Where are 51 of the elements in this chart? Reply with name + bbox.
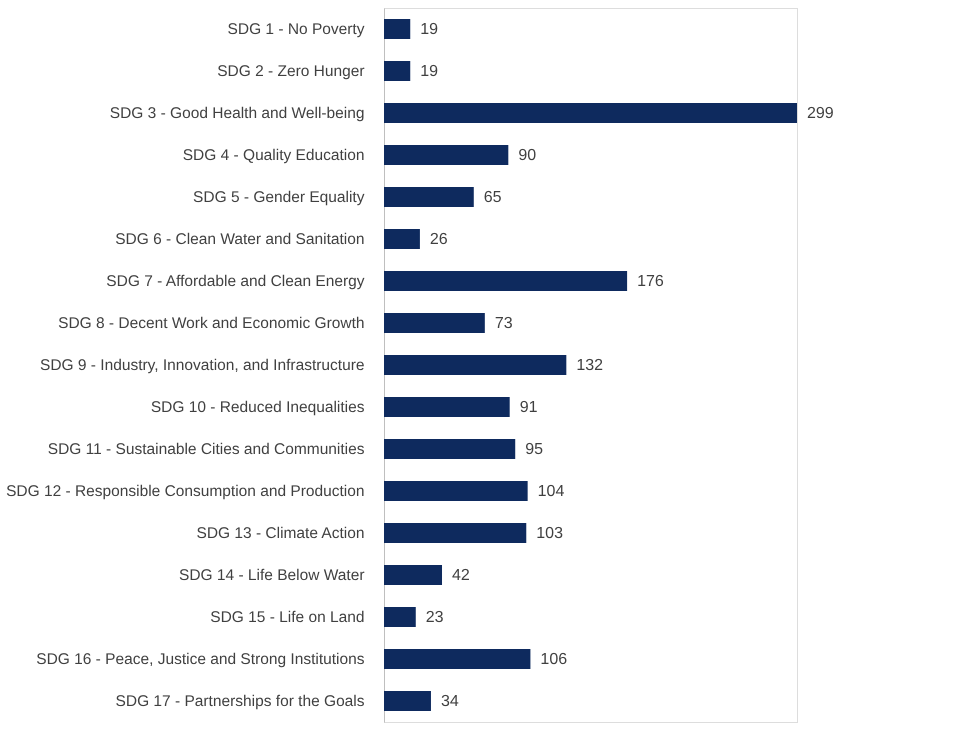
y-tick-label: SDG 9 - Industry, Innovation, and Infrastructure	[40, 357, 364, 374]
bar	[384, 313, 485, 333]
data-label: 90	[518, 147, 536, 164]
bar	[384, 691, 431, 711]
data-label: 132	[576, 357, 604, 374]
y-tick-label: SDG 3 - Good Health and Well-being	[110, 105, 364, 122]
bar	[384, 481, 528, 501]
bar	[384, 187, 474, 207]
data-label: 34	[440, 693, 459, 710]
bar	[384, 271, 628, 291]
data-label: 26	[430, 231, 448, 248]
bar	[384, 607, 416, 627]
bar	[384, 565, 442, 585]
bar	[384, 397, 510, 417]
data-label: 19	[420, 21, 438, 38]
bar	[384, 523, 526, 543]
data-label: 106	[540, 651, 568, 668]
bar	[384, 649, 530, 669]
bar	[384, 103, 797, 123]
bar	[384, 355, 566, 375]
data-label: 95	[525, 441, 544, 458]
data-label: 104	[538, 483, 564, 500]
data-label: 103	[536, 525, 564, 542]
y-tick-label: SDG 4 - Quality Education	[182, 147, 364, 164]
y-tick-label: SDG 11 - Sustainable Cities and Communities	[48, 441, 365, 458]
y-tick-label: SDG 6 - Clean Water and Sanitation	[115, 231, 364, 248]
bar	[384, 229, 420, 249]
y-tick-label: SDG 7 - Affordable and Clean Energy	[106, 273, 365, 290]
data-label: 73	[494, 315, 513, 332]
y-tick-label: SDG 10 - Reduced Inequalities	[150, 399, 365, 416]
bar	[384, 61, 410, 81]
bar	[384, 19, 410, 39]
data-label: 42	[452, 567, 470, 584]
y-tick-label: SDG 13 - Climate Action	[196, 525, 364, 542]
y-tick-label: SDG 5 - Gender Equality	[193, 189, 365, 206]
y-tick-label: SDG 12 - Responsible Consumption and Production	[6, 483, 364, 500]
y-tick-label: SDG 16 - Peace, Justice and Strong Institutions	[36, 651, 365, 668]
data-label: 65	[484, 189, 502, 206]
bar	[384, 145, 508, 165]
data-label: 19	[420, 63, 438, 80]
data-label: 91	[520, 399, 538, 416]
data-label: 176	[637, 273, 664, 290]
y-tick-label: SDG 15 - Life on Land	[210, 609, 364, 626]
y-tick-label: SDG 1 - No Poverty	[228, 21, 365, 38]
data-label: 299	[807, 105, 834, 122]
y-tick-label: SDG 14 - Life Below Water	[179, 567, 364, 584]
bar	[384, 439, 516, 459]
y-tick-label: SDG 8 - Decent Work and Economic Growth	[58, 315, 364, 332]
data-label: 23	[426, 609, 444, 626]
y-tick-label: SDG 17 - Partnerships for the Goals	[116, 693, 365, 710]
y-tick-label: SDG 2 - Zero Hunger	[217, 63, 364, 80]
